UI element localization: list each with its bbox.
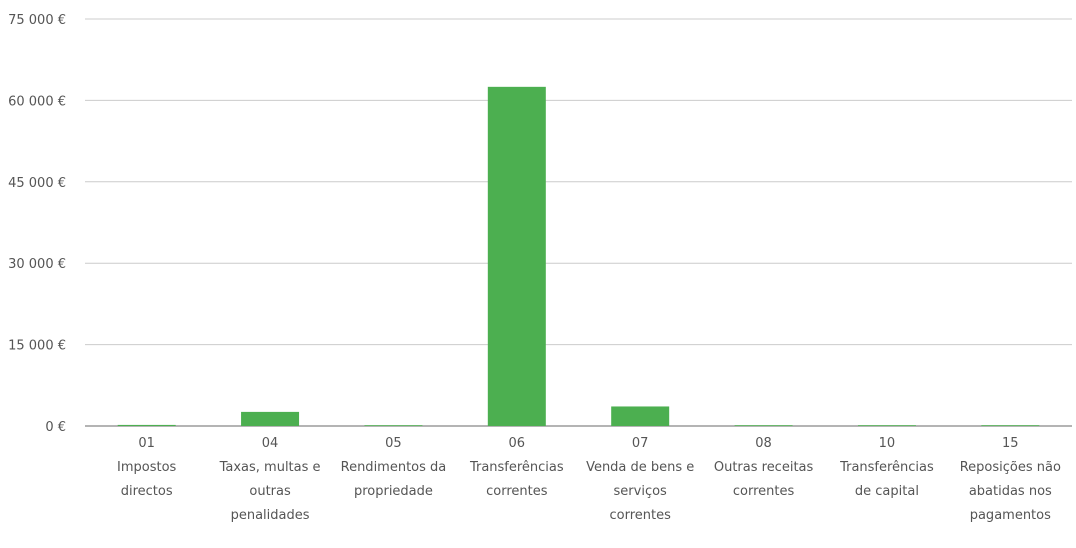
- x-tick-code: 15: [1002, 436, 1019, 451]
- y-tick-label: 60 000 €: [8, 94, 66, 109]
- bar-15: [981, 425, 1040, 426]
- x-tick-label: penalidades: [231, 508, 310, 523]
- y-tick-label: 75 000 €: [8, 13, 66, 28]
- x-tick-label: abatidas nos: [969, 484, 1052, 499]
- x-tick-label: propriedade: [354, 484, 433, 499]
- x-tick-code: 05: [385, 436, 402, 451]
- y-tick-label: 45 000 €: [8, 176, 66, 191]
- x-tick-label: pagamentos: [970, 508, 1051, 523]
- bar-01: [117, 424, 176, 426]
- x-tick-label: Reposições não: [960, 460, 1061, 475]
- x-tick-label: correntes: [733, 484, 795, 499]
- x-tick-code: 06: [509, 436, 526, 451]
- y-tick-label: 0 €: [45, 420, 66, 435]
- x-tick-code: 10: [879, 436, 896, 451]
- x-tick-label: Outras receitas: [714, 460, 814, 475]
- x-tick-code: 01: [138, 436, 155, 451]
- x-tick-code: 04: [262, 436, 279, 451]
- y-tick-label: 15 000 €: [8, 339, 66, 354]
- x-tick-label: Rendimentos da: [341, 460, 447, 475]
- x-tick-label: correntes: [486, 484, 548, 499]
- x-tick-label: correntes: [609, 508, 671, 523]
- bar-07: [611, 406, 670, 426]
- x-tick-label: Transferências: [839, 460, 934, 475]
- bar-08: [734, 425, 793, 426]
- x-tick-label: Impostos: [117, 460, 177, 475]
- bar-05: [364, 425, 423, 426]
- x-tick-label: directos: [121, 484, 173, 499]
- x-tick-code: 08: [755, 436, 772, 451]
- bar-10: [857, 425, 916, 426]
- bar-04: [241, 411, 300, 426]
- x-tick-label: Transferências: [469, 460, 564, 475]
- x-tick-label: de capital: [855, 484, 919, 499]
- x-tick-label: Taxas, multas e: [219, 460, 321, 475]
- x-tick-code: 07: [632, 436, 649, 451]
- y-tick-label: 30 000 €: [8, 257, 66, 272]
- x-tick-label: Venda de bens e: [586, 460, 694, 475]
- x-tick-label: outras: [249, 484, 291, 499]
- x-tick-label: serviços: [614, 484, 668, 499]
- bar-06: [487, 86, 546, 426]
